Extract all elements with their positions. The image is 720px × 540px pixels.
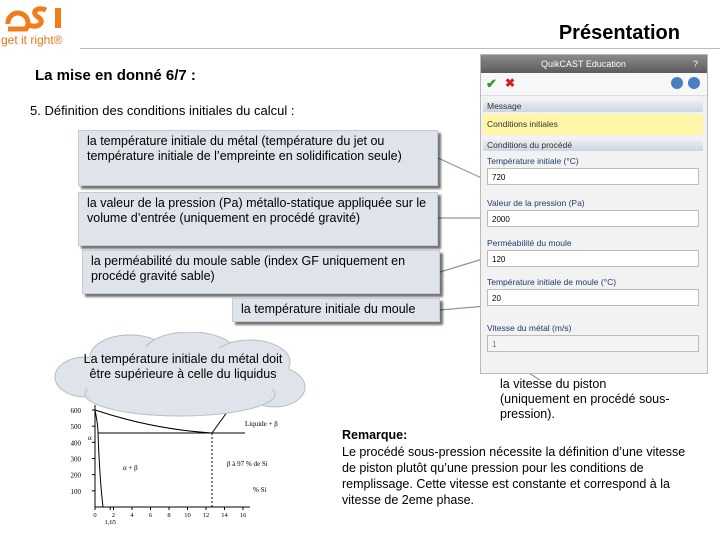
field-label: Valeur de la pression (Pa) xyxy=(487,198,585,208)
field-label: Perméabilité du moule xyxy=(487,238,572,248)
x-tick-label: 16 xyxy=(240,512,247,519)
x-tick-label: 14 xyxy=(221,512,228,519)
ok-button[interactable]: ✔ xyxy=(486,76,497,91)
piston-callout: la vitesse du piston (uniquement en proc… xyxy=(500,377,670,421)
cloud xyxy=(54,332,306,417)
region-label: % Si xyxy=(253,486,266,494)
field-input[interactable]: 120 xyxy=(487,250,699,267)
x-tick-label: 10 xyxy=(184,512,191,519)
y-tick-label: 500 xyxy=(71,423,82,431)
header-rule xyxy=(80,48,720,49)
logo: get it right® xyxy=(1,6,63,47)
connector xyxy=(439,305,487,311)
field-input[interactable]: 2000 xyxy=(487,210,699,227)
x-tick-label: 0 xyxy=(93,512,96,519)
callout: la température initiale du métal (tempér… xyxy=(78,130,438,186)
software-panel: QuikCAST Education ? ✔ ✖ Message Conditi… xyxy=(480,54,708,374)
y-tick-label: 100 xyxy=(71,488,82,496)
field-input[interactable]: 1 xyxy=(487,335,699,352)
field-label: Vitesse du métal (m/s) xyxy=(487,323,572,333)
phase-diagram: 100 200 300 400 500 600 0 1,652 4 6 8 10 12 14 16 Liqui… xyxy=(71,405,278,525)
x-tick-label: 8 xyxy=(167,512,170,519)
connector xyxy=(439,257,487,273)
logo-e xyxy=(5,10,31,32)
cloud-text: La température initiale du métal doit êt… xyxy=(83,352,283,381)
callout: la valeur de la pression (Pa) métallo-st… xyxy=(78,192,438,246)
field-label: Température initiale de moule (°C) xyxy=(487,277,617,287)
x-tick-label: 4 xyxy=(130,512,134,519)
step: 5. Définition des conditions initiales d… xyxy=(30,103,295,118)
x-tick-label: 6 xyxy=(149,512,153,519)
message: Conditions initiales xyxy=(483,114,703,135)
logo-i xyxy=(55,8,61,28)
tagline: get it right® xyxy=(1,33,63,47)
x-tick-label: 1,65 xyxy=(105,519,116,525)
connector xyxy=(437,157,487,181)
solvus xyxy=(94,409,104,508)
y-tick-label: 600 xyxy=(71,407,82,415)
x-tick-label: 2 xyxy=(112,512,115,519)
slide-title: Présentation xyxy=(558,22,680,44)
panel-titlebar: QuikCAST Education ? xyxy=(481,55,707,73)
callout: la température initiale du moule xyxy=(232,298,440,322)
remark-text: Le procédé sous-pression nécessite la dé… xyxy=(342,445,686,507)
region-label: β à 97 % de Si xyxy=(227,460,268,468)
region-label: α + β xyxy=(123,464,138,472)
message-header: Message xyxy=(483,101,703,112)
field-input[interactable]: 20 xyxy=(487,289,699,306)
panel-help[interactable]: ? xyxy=(693,59,699,69)
field-label: Température initiale (°C) xyxy=(487,156,579,166)
section-header: Conditions du procédé xyxy=(483,140,703,151)
x-tick-label: 12 xyxy=(203,512,210,519)
panel-title: QuikCAST Education xyxy=(541,59,626,69)
callout: la perméabilité du moule sable (index GF… xyxy=(82,250,440,294)
field-input[interactable]: 720 xyxy=(487,168,699,185)
cancel-button[interactable]: ✖ xyxy=(505,76,516,90)
next-button[interactable] xyxy=(688,77,700,89)
back-button[interactable] xyxy=(671,77,683,89)
region-label: Liquide + β xyxy=(245,420,278,428)
cloud-body xyxy=(70,346,290,402)
panel-toolbar: ✔ ✖ xyxy=(481,73,707,96)
region-label: α xyxy=(88,434,92,442)
remark-title: Remarque: xyxy=(342,428,408,442)
y-tick-label: 400 xyxy=(71,439,82,447)
y-tick-label: 300 xyxy=(71,456,82,464)
subtitle: La mise en donné 6/7 : xyxy=(35,67,196,84)
logo-s xyxy=(27,6,48,29)
y-tick-label: 200 xyxy=(71,472,82,480)
